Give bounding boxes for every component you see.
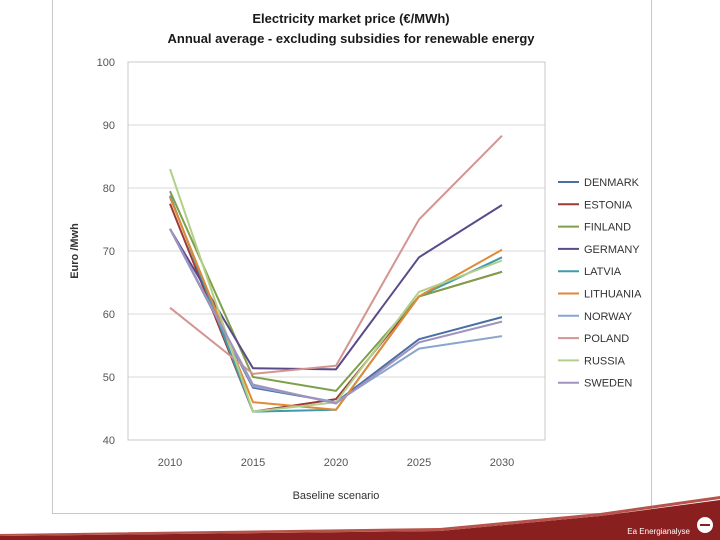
x-tick-label: 2010 bbox=[158, 457, 182, 469]
chart-title: Electricity market price (€/MWh) bbox=[252, 11, 449, 26]
y-tick-labels: 40 50 60 70 80 90 100 bbox=[97, 57, 115, 447]
brand-logo-icon bbox=[696, 516, 714, 534]
legend-label-latvia: LATVIA bbox=[584, 266, 622, 278]
y-tick-label: 70 bbox=[103, 246, 115, 258]
legend: DENMARK ESTONIA FINLAND GERMANY LATVIA LITHUA… bbox=[558, 177, 642, 390]
legend-label-finland: FINLAND bbox=[584, 222, 631, 234]
x-tick-label: 2025 bbox=[407, 457, 431, 469]
y-tick-label: 40 bbox=[103, 435, 115, 447]
legend-label-lithuania: LITHUANIA bbox=[584, 289, 642, 301]
footer-stripe-dark bbox=[0, 500, 720, 540]
footer-stripe-light bbox=[0, 496, 720, 536]
series-line-sweden bbox=[169, 228, 503, 405]
series-line-germany bbox=[169, 204, 503, 371]
y-tick-label: 100 bbox=[97, 57, 115, 69]
legend-label-norway: NORWAY bbox=[584, 311, 633, 323]
line-chart: Electricity market price (€/MWh) Annual … bbox=[69, 11, 642, 502]
x-tick-labels: 2010 2015 2020 2025 2030 bbox=[158, 457, 514, 469]
x-axis-label: Baseline scenario bbox=[293, 490, 380, 502]
chart-frame: Electricity market price (€/MWh) Annual … bbox=[52, 0, 652, 514]
footer-brand: Ea Energianalyse bbox=[627, 527, 690, 536]
chart-subtitle: Annual average - excluding subsidies for… bbox=[167, 31, 535, 46]
series-lines bbox=[169, 134, 503, 413]
y-tick-label: 60 bbox=[103, 309, 115, 321]
x-tick-label: 2030 bbox=[490, 457, 514, 469]
series-line-estonia bbox=[169, 203, 503, 413]
plot-area bbox=[127, 61, 546, 441]
y-tick-label: 80 bbox=[103, 183, 115, 195]
legend-label-sweden: SWEDEN bbox=[584, 378, 632, 390]
x-tick-label: 2015 bbox=[241, 457, 265, 469]
series-line-poland bbox=[169, 134, 503, 375]
series-line-russia bbox=[169, 168, 503, 413]
y-tick-label: 90 bbox=[103, 120, 115, 132]
y-axis-label: Euro /Mwh bbox=[69, 223, 81, 279]
y-tick-label: 50 bbox=[103, 372, 115, 384]
legend-label-poland: POLAND bbox=[584, 333, 629, 345]
legend-label-russia: RUSSIA bbox=[584, 355, 626, 367]
x-tick-label: 2020 bbox=[324, 457, 348, 469]
series-line-finland bbox=[169, 190, 503, 392]
legend-label-estonia: ESTONIA bbox=[584, 199, 633, 211]
legend-label-denmark: DENMARK bbox=[584, 177, 640, 189]
legend-label-germany: GERMANY bbox=[584, 244, 640, 256]
footer-band bbox=[0, 496, 720, 540]
